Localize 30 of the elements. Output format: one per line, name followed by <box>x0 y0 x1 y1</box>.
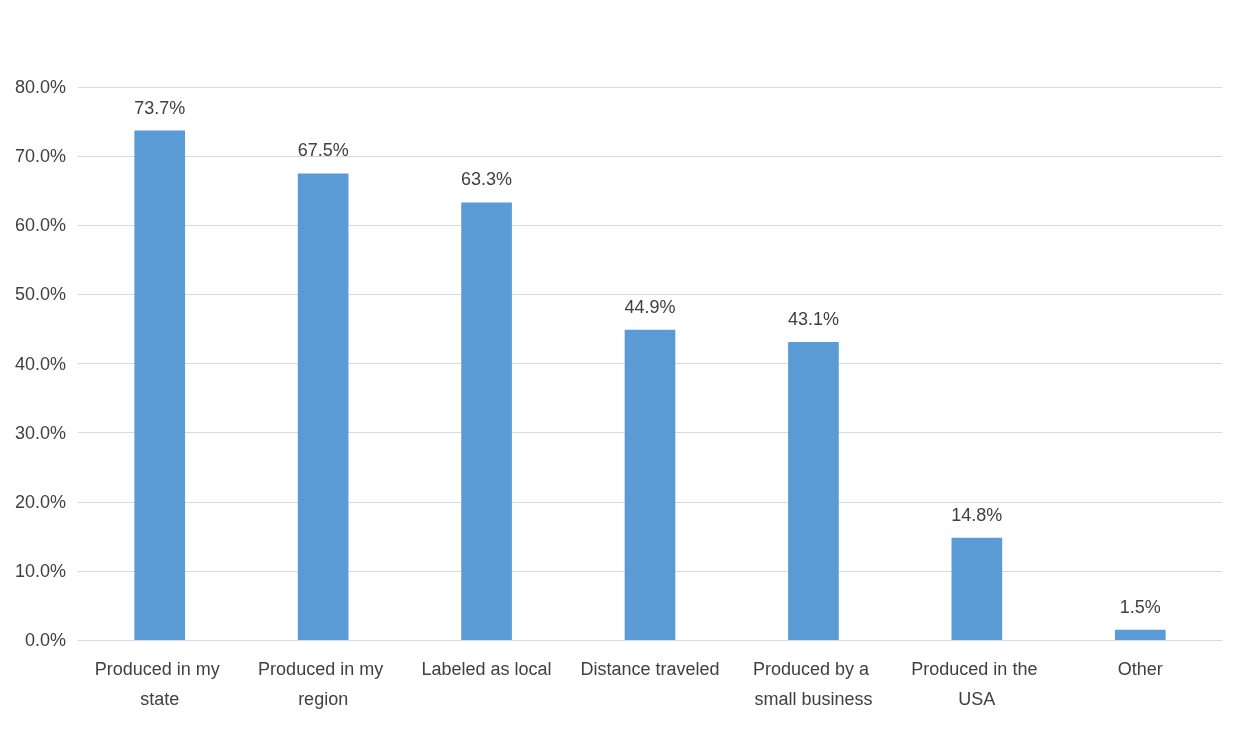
y-tick-label: 70.0% <box>14 146 66 167</box>
bar <box>461 202 512 640</box>
bar <box>624 329 676 640</box>
x-tick-label: Produced in my region <box>258 659 389 709</box>
data-label: 44.9% <box>624 296 676 317</box>
y-tick-label: 40.0% <box>14 353 66 374</box>
bar <box>1114 629 1166 640</box>
x-tick-label: Labeled as local <box>421 659 552 679</box>
bar <box>134 130 186 640</box>
x-tick-label: Other <box>1117 659 1163 679</box>
data-label: 73.7% <box>134 97 186 118</box>
bar <box>788 342 839 640</box>
y-tick-label: 50.0% <box>14 284 66 305</box>
x-tick-label: Produced by a small business <box>752 659 874 709</box>
data-label: 63.3% <box>461 169 513 190</box>
y-tick-label: 60.0% <box>14 215 66 236</box>
x-tick-label: Distance traveled <box>580 659 720 679</box>
data-label: 1.5% <box>1119 596 1161 617</box>
y-tick-label: 30.0% <box>14 422 66 443</box>
y-tick-label: 10.0% <box>14 560 66 581</box>
data-label: 14.8% <box>951 504 1003 525</box>
y-tick-label: 0.0% <box>24 630 66 650</box>
bar <box>297 173 349 640</box>
data-label: 43.1% <box>787 309 839 330</box>
x-tick-label: Produced in my state <box>94 659 225 709</box>
y-tick-label: 20.0% <box>14 491 66 512</box>
x-tick-label: Produced in the USA <box>911 659 1043 709</box>
y-tick-label: 80.0% <box>14 77 66 97</box>
bar <box>951 537 1003 640</box>
data-label: 67.5% <box>297 140 349 161</box>
